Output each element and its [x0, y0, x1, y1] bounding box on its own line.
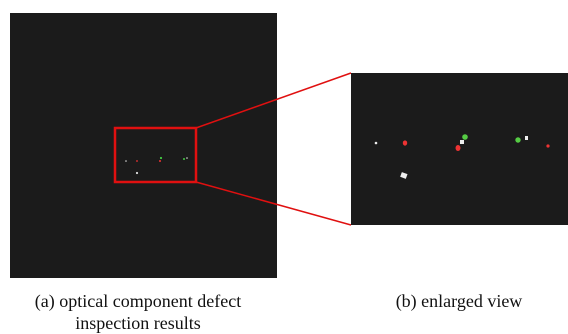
caption: (b) enlarged view: [396, 291, 523, 312]
full-image: [10, 13, 277, 278]
caption: inspection results: [75, 313, 200, 333]
figure: (a) optical component defect inspection …: [0, 0, 568, 334]
caption: (a) optical component defect: [35, 291, 241, 312]
